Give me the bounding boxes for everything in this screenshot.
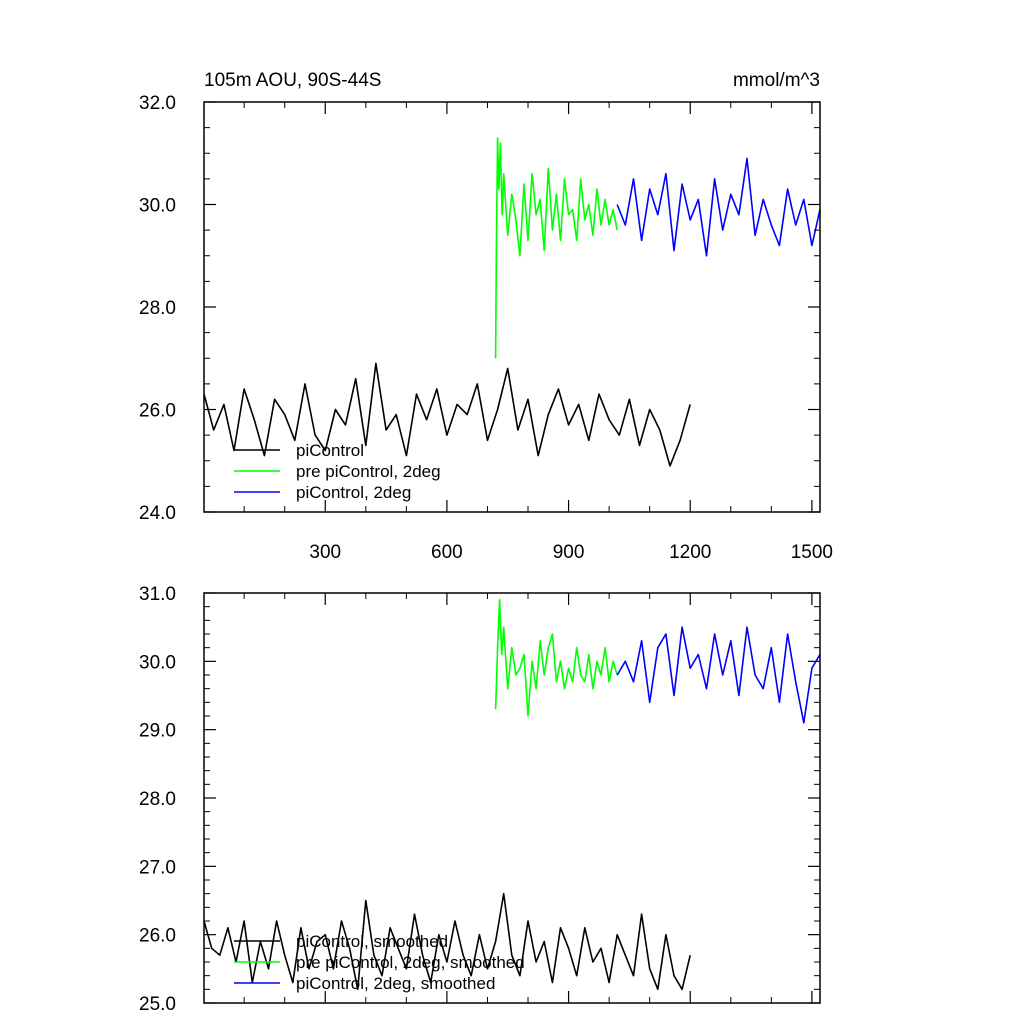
x-tick-label-3: 1200 [669,542,711,563]
top-panel: 24.0 26.0 28.0 30.0 32.0 300 600 900 1200 1500 piC… [139,93,833,563]
y-tick-label-1-3: 28.0 [139,789,176,810]
y-tick-label-1-4: 29.0 [139,721,176,742]
legend-label-0-1: pre piControl, 2deg [296,462,441,481]
y-tick-label-0-2: 28.0 [139,298,176,319]
series-line-0-2 [616,157,821,257]
x-tick-label-4: 1500 [791,542,833,563]
series-line-0-0 [203,362,691,467]
series-line-1-0 [203,892,691,991]
series-line-0-1 [494,137,618,359]
y-tick-label-1-6: 31.0 [139,584,176,605]
units-label: mmol/m^3 [733,70,820,91]
y-tick-label-1-5: 30.0 [139,652,176,673]
x-tick-label-0: 300 [309,542,341,563]
chart-title: 105m AOU, 90S-44S [204,70,381,91]
series-group-0 [203,137,821,467]
y-tick-label-0-1: 26.0 [139,401,176,422]
legend-1: piControl, smoothed pre piControl, 2deg, … [234,932,525,993]
y-tick-label-0-4: 32.0 [139,93,176,114]
series-group-1 [203,599,821,991]
y-tick-label-0-0: 24.0 [139,503,176,524]
y-tick-label-0-3: 30.0 [139,196,176,217]
x-tick-label-1: 600 [431,542,463,563]
legend-label-1-2: piControl, 2deg, smoothed [296,974,495,993]
x-tick-label-2: 900 [553,542,585,563]
legend-0: piControl pre piControl, 2deg piControl, 2… [234,441,441,502]
y-tick-label-1-1: 26.0 [139,926,176,947]
series-line-1-1 [494,599,618,717]
y-tick-label-1-2: 27.0 [139,857,176,878]
legend-label-0-2: piControl, 2deg [296,483,411,502]
y-tick-label-1-0: 25.0 [139,994,176,1015]
series-line-1-2 [616,626,821,724]
legend-label-1-0: piControl, smoothed [296,932,448,951]
legend-label-1-1: pre piControl, 2deg, smoothed [296,953,525,972]
bottom-panel: 25.0 26.0 27.0 28.0 29.0 30.0 31.0 piControl, s… [139,584,821,1015]
legend-label-0-0: piControl [296,441,364,460]
